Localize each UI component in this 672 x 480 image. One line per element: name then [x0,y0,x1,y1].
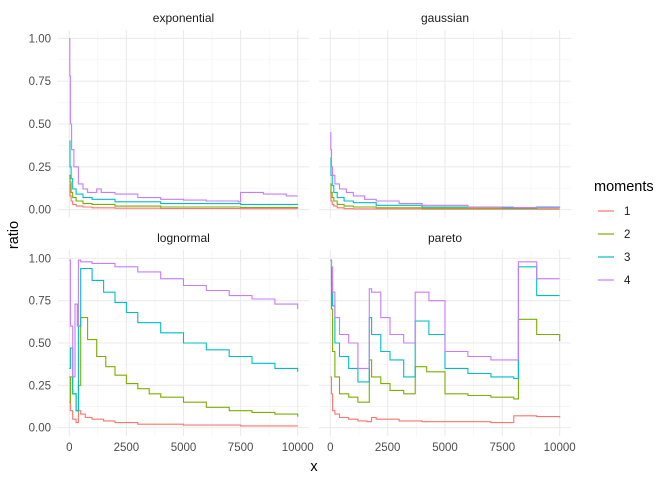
x-tick-label: 5000 [171,442,197,454]
series-line-3 [330,259,560,383]
y-axis-title: ratio [6,221,22,249]
series-line-1 [69,183,299,210]
series-line-1 [330,191,560,210]
legend-label-1: 1 [624,206,630,218]
x-tick-label: 7500 [490,442,516,454]
y-tick-label: 0.75 [29,76,51,88]
legend-label-4: 4 [624,275,631,287]
y-tick-label: 0.00 [29,205,51,217]
y-tick-label: 0.00 [29,423,51,435]
series-line-1 [69,376,298,427]
facet-panel-gaussian: gaussian [319,11,571,218]
series-line-3 [69,267,299,412]
x-tick-label: 0 [66,442,72,454]
facet-label: gaussian [421,11,469,25]
facet-panel-exponential: exponential 0.00 0.25 0.50 0.75 1.00 [29,11,309,218]
y-tick-label: 1.00 [29,253,51,265]
y-tick-label: 0.75 [29,296,51,308]
facet-panels: exponential 0.00 0.25 0.50 0.75 1.00 gaussian l… [29,11,576,454]
facet-panel-lognormal: lognormal 0.00 0.25 0.50 0.75 1.00 0 2500 5000 75… [29,231,314,454]
facet-label: exponential [153,11,214,25]
legend-label-2: 2 [624,229,630,241]
facet-label: pareto [428,231,462,245]
series-line-1 [330,376,561,424]
x-tick-label: 7500 [228,442,254,454]
y-tick-label: 0.25 [29,380,51,392]
x-tick-label: 2500 [114,442,140,454]
legend-title: moments [594,179,654,195]
series-line-4 [330,132,561,209]
y-tick-label: 0.50 [29,338,51,350]
y-tick-label: 0.25 [29,162,51,174]
series-line-4 [69,259,299,378]
legend: moments 1 2 3 4 [594,179,654,287]
legend-label-3: 3 [624,252,630,264]
series-line-3 [69,140,299,205]
y-tick-label: 0.50 [29,119,51,131]
x-tick-label: 2500 [375,442,401,454]
x-tick-label: 0 [327,442,333,454]
series-line-2 [69,174,299,209]
series-line-4 [330,259,560,369]
x-tick-label: 10000 [282,442,314,454]
x-axis-title: x [310,459,318,475]
series-line-2 [330,259,561,403]
y-tick-label: 1.00 [29,33,51,45]
facet-panel-pareto: pareto 0 2500 5000 7500 10000 [319,231,576,454]
x-tick-label: 5000 [432,442,458,454]
facet-label: lognormal [157,231,210,245]
series-line-4 [69,37,298,203]
x-tick-label: 10000 [544,442,576,454]
